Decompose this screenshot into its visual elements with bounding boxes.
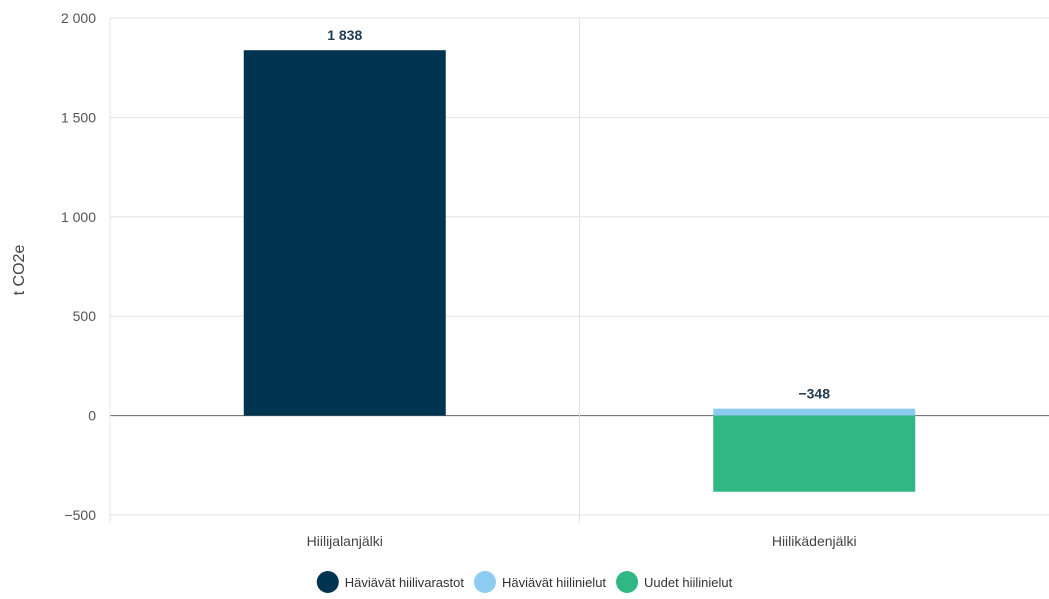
- x-tick-label: Hiilikädenjälki: [772, 533, 857, 549]
- data-label-total: 1 838: [327, 27, 362, 43]
- y-tick-label: −500: [64, 507, 96, 523]
- legend-swatch: [473, 571, 496, 593]
- bars-layer: [243, 50, 916, 492]
- legend-label: Häviävät hiilinielut: [502, 575, 606, 590]
- labels-layer: 2 000 1 500 1 000 500 0 −500 1 838 Hiilijalanjä…: [61, 10, 857, 549]
- y-tick-label: 1 500: [61, 109, 96, 125]
- y-axis-title: t CO2e: [11, 245, 28, 296]
- y-tick-label: 500: [73, 308, 97, 324]
- legend-swatch: [616, 571, 639, 593]
- legend-label: Häviävät hiilivarastot: [345, 575, 465, 590]
- y-tick-label: 0: [88, 408, 96, 424]
- legend: Häviävät hiilivarastot Häviävät hiiliniel…: [316, 571, 733, 593]
- legend-swatch: [316, 571, 339, 593]
- legend-label: Uudet hiilinielut: [644, 575, 733, 590]
- y-tick-label: 2 000: [61, 10, 96, 26]
- bar-segment: [713, 415, 916, 492]
- bar-segment: [243, 50, 446, 416]
- data-label-total: −348: [798, 386, 830, 402]
- x-tick-label: Hiilijalanjälki: [307, 533, 383, 549]
- y-tick-label: 1 000: [61, 209, 96, 225]
- bar-segment: [713, 408, 916, 416]
